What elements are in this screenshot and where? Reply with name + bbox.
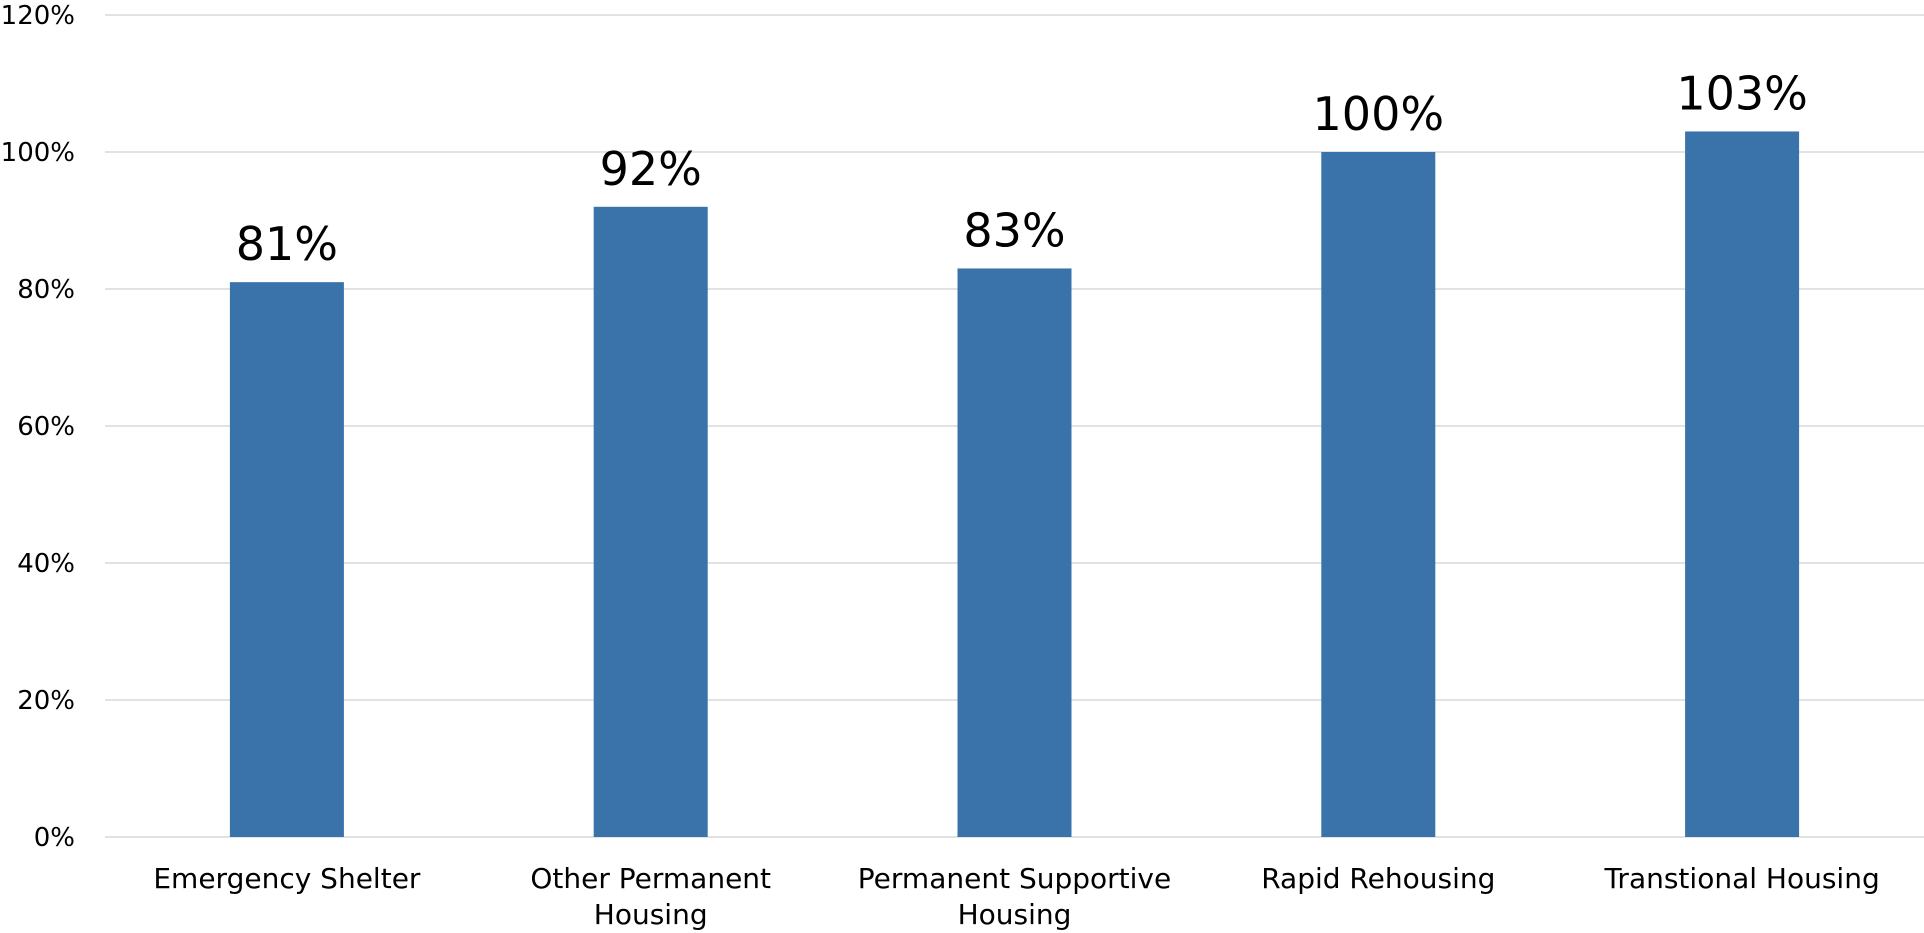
y-tick-label: 100% [1, 138, 75, 168]
y-tick-label: 20% [17, 686, 75, 716]
y-tick-label: 0% [34, 823, 75, 853]
data-label: 103% [1676, 66, 1808, 120]
bars [229, 131, 1800, 838]
y-tick-label: 60% [17, 412, 75, 442]
data-label: 92% [600, 142, 702, 196]
bar [229, 282, 344, 837]
bar [593, 206, 708, 838]
y-tick-label: 120% [1, 1, 75, 31]
y-tick-label: 40% [17, 549, 75, 579]
bar [1685, 131, 1800, 837]
x-tick-label: Rapid Rehousing [1261, 862, 1495, 895]
data-labels: 81% 92% 83% 100% 103% [236, 66, 1808, 271]
data-label: 81% [236, 217, 338, 271]
bar [1321, 152, 1436, 837]
x-axis-category-labels: Emergency Shelter Other Permanent Housing P… [153, 862, 1879, 931]
y-tick-label: 80% [17, 275, 75, 305]
data-label: 83% [963, 203, 1065, 257]
x-tick-label: Other Permanent Housing [530, 862, 771, 931]
x-tick-label: Transtional Housing [1603, 862, 1879, 895]
y-axis-tick-labels: 0% 20% 40% 60% 80% 100% 120% [1, 1, 75, 853]
data-label: 100% [1313, 87, 1445, 141]
bar [957, 268, 1072, 837]
x-tick-label: Permanent Supportive Housing [858, 862, 1171, 931]
x-tick-label: Emergency Shelter [153, 862, 421, 895]
